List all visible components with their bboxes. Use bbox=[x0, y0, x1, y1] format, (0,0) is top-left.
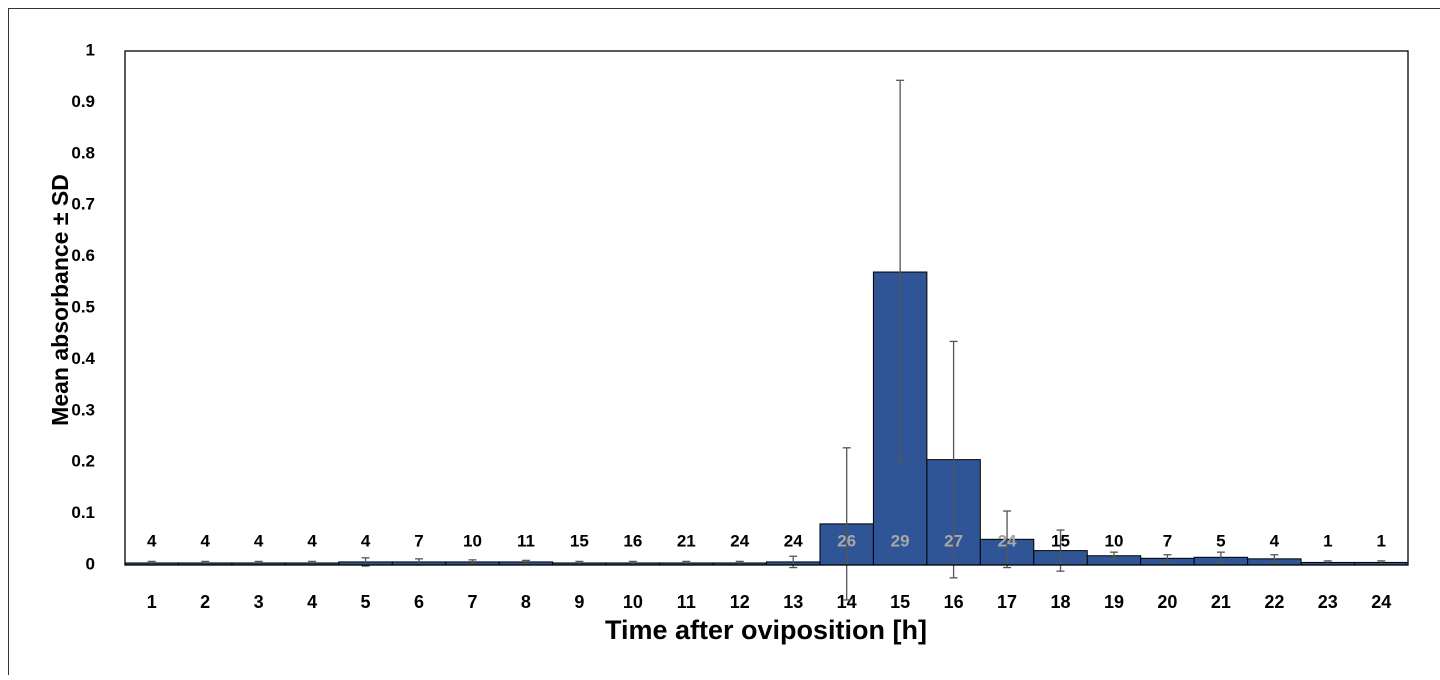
x-tick-label: 23 bbox=[1318, 592, 1338, 612]
sample-size-label: 7 bbox=[414, 531, 423, 550]
sample-size-label: 27 bbox=[944, 531, 963, 550]
x-tick-label: 6 bbox=[414, 592, 424, 612]
x-tick-label: 22 bbox=[1264, 592, 1284, 612]
x-tick-label: 8 bbox=[521, 592, 531, 612]
y-tick-label: 0.7 bbox=[71, 195, 95, 214]
y-tick-label: 0 bbox=[86, 554, 95, 573]
y-tick-label: 1 bbox=[86, 40, 95, 59]
sample-size-label: 4 bbox=[147, 531, 157, 550]
x-tick-label: 1 bbox=[147, 592, 157, 612]
y-tick-label: 0.3 bbox=[71, 400, 95, 419]
sample-size-label: 4 bbox=[307, 531, 317, 550]
x-tick-label: 12 bbox=[730, 592, 750, 612]
sample-size-label: 24 bbox=[730, 531, 749, 550]
x-tick-label: 4 bbox=[307, 592, 317, 612]
x-tick-label: 9 bbox=[574, 592, 584, 612]
sample-size-label: 15 bbox=[570, 531, 589, 550]
sample-size-label: 24 bbox=[998, 531, 1017, 550]
sample-size-label: 4 bbox=[1270, 531, 1280, 550]
y-tick-label: 0.4 bbox=[71, 349, 95, 368]
y-tick-label: 0.9 bbox=[71, 92, 95, 111]
sample-size-label: 5 bbox=[1216, 531, 1225, 550]
x-tick-label: 7 bbox=[467, 592, 477, 612]
sample-size-label: 4 bbox=[200, 531, 210, 550]
x-tick-label: 20 bbox=[1157, 592, 1177, 612]
sample-size-label: 26 bbox=[837, 531, 856, 550]
x-tick-label: 24 bbox=[1371, 592, 1391, 612]
outer-frame bbox=[9, 9, 1440, 676]
x-tick-label: 13 bbox=[783, 592, 803, 612]
sample-size-label: 4 bbox=[254, 531, 264, 550]
x-tick-label: 3 bbox=[254, 592, 264, 612]
x-tick-label: 15 bbox=[890, 592, 910, 612]
sample-size-label: 10 bbox=[463, 531, 482, 550]
sample-size-label: 21 bbox=[677, 531, 696, 550]
x-tick-label: 17 bbox=[997, 592, 1017, 612]
sample-size-label: 15 bbox=[1051, 531, 1070, 550]
sample-size-label: 1 bbox=[1323, 531, 1332, 550]
sample-size-label: 1 bbox=[1377, 531, 1386, 550]
x-tick-label: 16 bbox=[944, 592, 964, 612]
y-tick-label: 0.2 bbox=[71, 452, 95, 471]
x-tick-label: 18 bbox=[1051, 592, 1071, 612]
sample-size-label: 24 bbox=[784, 531, 803, 550]
sample-size-label: 4 bbox=[361, 531, 371, 550]
x-tick-label: 19 bbox=[1104, 592, 1124, 612]
x-tick-label: 21 bbox=[1211, 592, 1231, 612]
y-tick-label: 0.8 bbox=[71, 143, 95, 162]
y-tick-label: 0.5 bbox=[71, 297, 95, 316]
sample-size-label: 10 bbox=[1105, 531, 1124, 550]
x-tick-label: 11 bbox=[677, 592, 696, 612]
y-axis-label: Mean absorbance ± SD bbox=[47, 174, 73, 426]
x-axis-label: Time after oviposition [h] bbox=[605, 615, 927, 645]
sample-size-label: 7 bbox=[1163, 531, 1172, 550]
y-tick-label: 0.6 bbox=[71, 246, 95, 265]
x-tick-label: 5 bbox=[361, 592, 371, 612]
plot-frame bbox=[125, 51, 1408, 565]
x-tick-label: 2 bbox=[200, 592, 210, 612]
y-tick-label: 0.1 bbox=[71, 503, 95, 522]
sample-size-label: 29 bbox=[891, 531, 910, 550]
sample-size-label: 16 bbox=[623, 531, 642, 550]
sample-size-label: 11 bbox=[517, 531, 535, 550]
x-tick-label: 10 bbox=[623, 592, 643, 612]
